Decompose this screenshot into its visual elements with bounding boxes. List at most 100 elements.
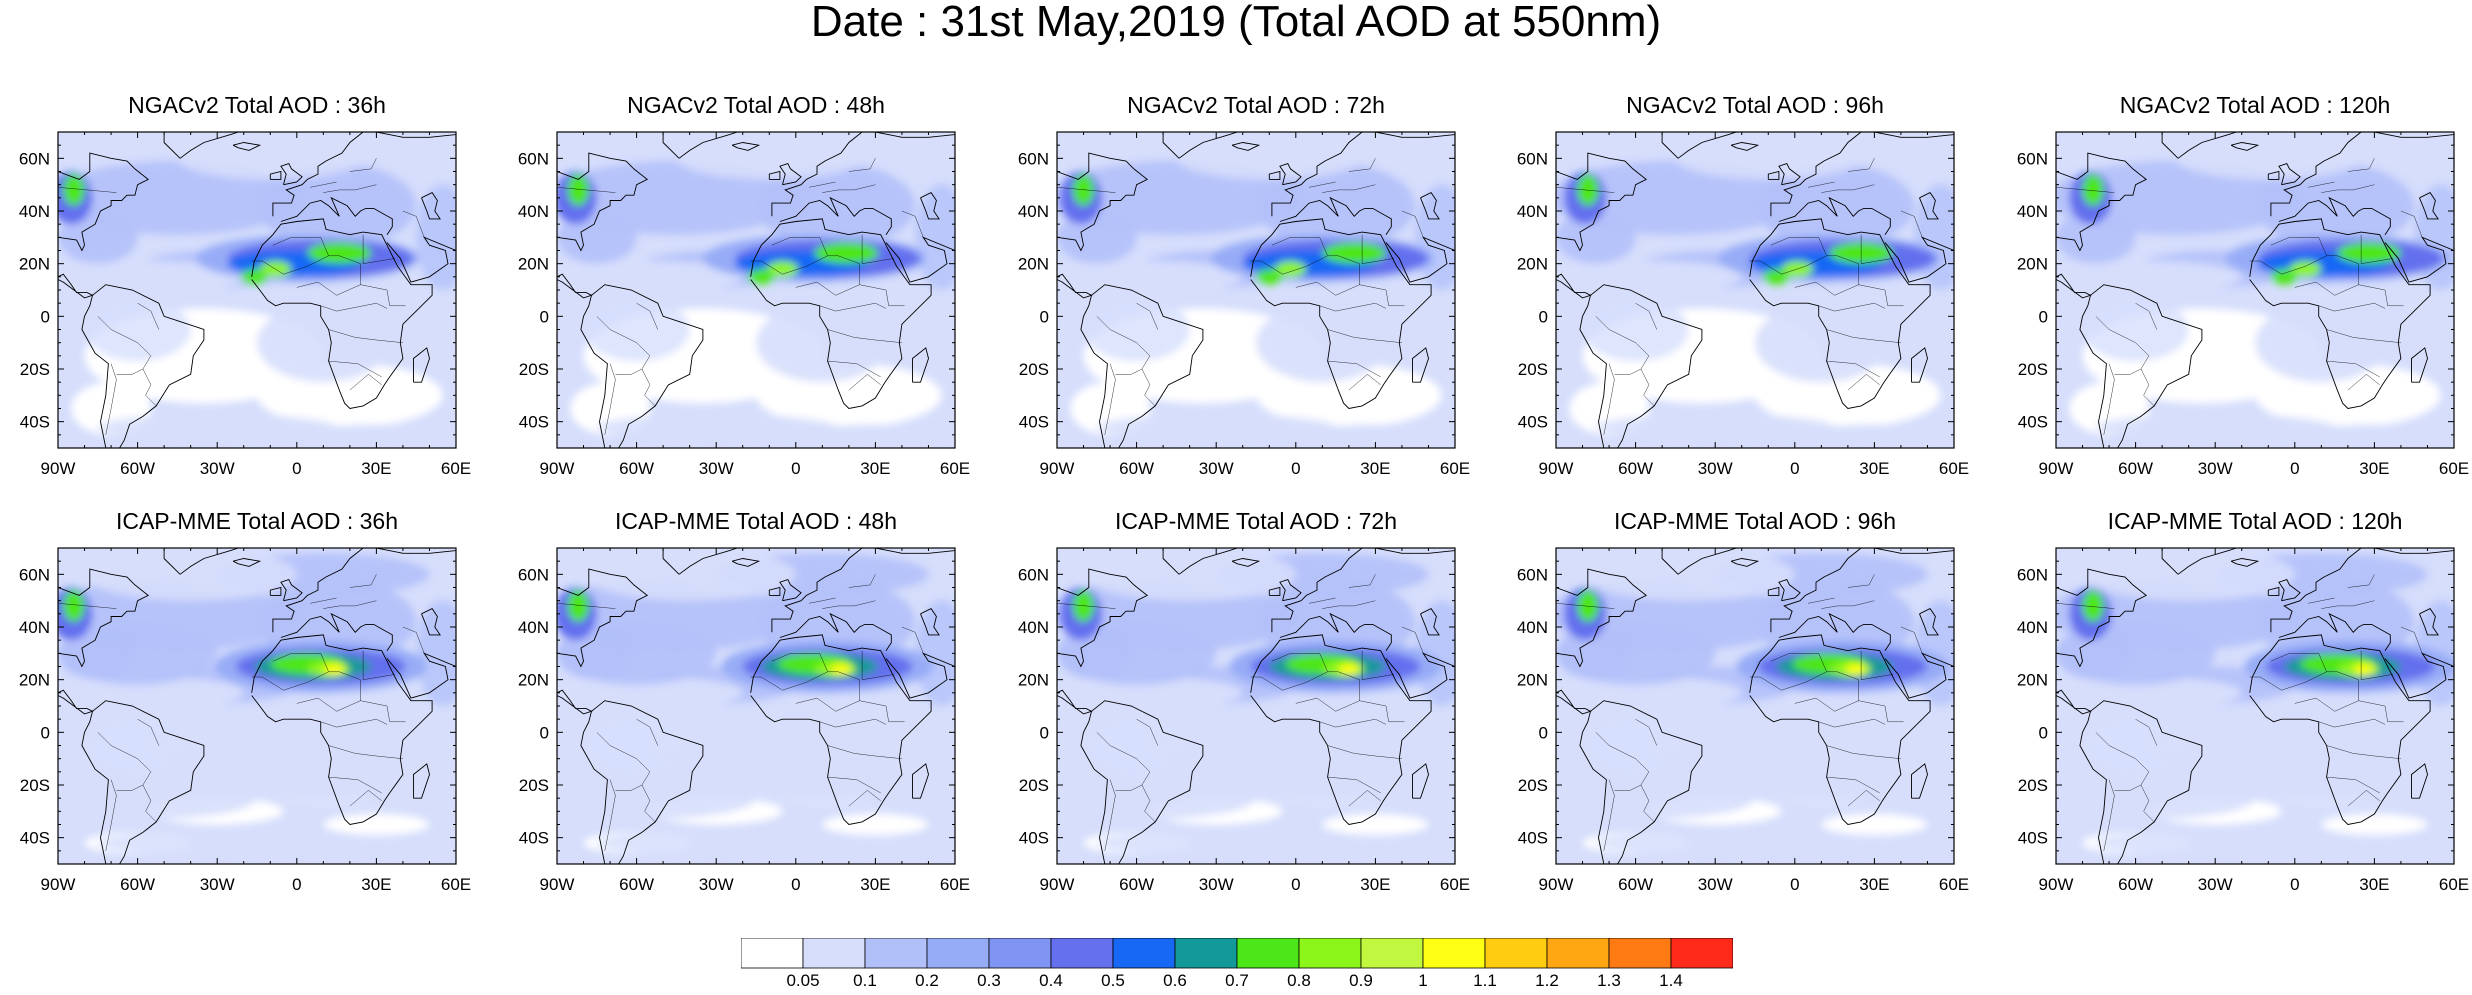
- clear-sky-region: [1322, 813, 1429, 836]
- lon-tick-label: 30W: [1199, 459, 1234, 478]
- lon-tick-label: 30E: [860, 875, 890, 894]
- coastline-iceland: [1730, 558, 1760, 567]
- aod-region: [1096, 413, 1336, 441]
- coastline-africa: [2249, 218, 2431, 409]
- coastline-iceland: [232, 142, 262, 151]
- aod-region: [58, 777, 257, 820]
- smoke-plume: [2082, 590, 2104, 622]
- lat-tick-label: 60N: [518, 149, 549, 168]
- lon-tick-label: 30E: [1360, 459, 1390, 478]
- coastline-africa: [251, 218, 433, 409]
- coastline-arabia: [386, 652, 456, 699]
- lat-tick-label: 20N: [518, 671, 549, 690]
- lat-tick-label: 40S: [519, 829, 549, 848]
- coastline-africa: [1749, 634, 1931, 825]
- country-border: [1860, 234, 1894, 264]
- coastline-caspian: [421, 608, 441, 636]
- country-border: [362, 234, 396, 264]
- aod-field: [1057, 548, 1455, 864]
- country-border: [323, 600, 377, 609]
- country-border: [2360, 650, 2394, 680]
- country-border: [1136, 302, 1159, 330]
- country-border: [362, 650, 396, 680]
- country-border: [1361, 650, 1395, 680]
- lon-tick-label: 30W: [699, 459, 734, 478]
- lat-tick-label: 40S: [20, 413, 50, 432]
- colorbar-swatch: [864, 938, 928, 969]
- coastlines: [557, 132, 955, 448]
- aod-region: [1755, 303, 1888, 383]
- lat-tick-label: 40S: [2018, 829, 2048, 848]
- coastline-southAmerica: [1080, 700, 1204, 864]
- panel-title: ICAP-MME Total AOD : 48h: [614, 508, 898, 534]
- colorbar-label: 1.2: [1535, 971, 1559, 988]
- coastline-northAmerica: [1556, 152, 1648, 252]
- dust-plume: [1274, 261, 1307, 277]
- country-border: [323, 184, 377, 193]
- axis-ticks: [57, 131, 457, 449]
- lon-tick-label: 30W: [200, 459, 235, 478]
- dust-plume: [748, 268, 775, 285]
- lat-tick-label: 60N: [1517, 565, 1548, 584]
- map-plot: 90W 60W 30W 0 30E 60E 60N 40N 20N 0 20S 40S: [1517, 131, 1969, 478]
- country-border: [636, 718, 659, 746]
- colorbar-swatch: [1608, 938, 1672, 969]
- coastline-caspian: [1420, 608, 1440, 636]
- country-border: [1309, 181, 1336, 188]
- lat-tick-label: 60N: [2017, 149, 2048, 168]
- country-border: [861, 650, 895, 680]
- country-border: [360, 700, 406, 723]
- lon-tick-label: 60E: [940, 459, 970, 478]
- country-border: [2135, 718, 2158, 746]
- country-border: [1401, 210, 1424, 238]
- figure-title: Date : 31st May,2019 (Total AOD at 550nm…: [810, 0, 1662, 46]
- coastline-europe: [2270, 132, 2454, 217]
- lat-tick-label: 40N: [2017, 618, 2048, 637]
- country-border: [1057, 603, 1116, 609]
- lon-tick-label: 60W: [1119, 459, 1154, 478]
- country-border: [2308, 181, 2335, 188]
- country-border: [1749, 671, 1859, 712]
- country-border: [809, 181, 836, 188]
- coastline-uk: [1778, 579, 1801, 602]
- lon-tick-label: 0: [1790, 459, 1799, 478]
- country-border: [848, 789, 881, 807]
- coastlines: [58, 548, 456, 864]
- country-border: [1640, 784, 1655, 823]
- coastline-arabia: [885, 236, 955, 283]
- country-border: [901, 210, 924, 238]
- lon-tick-label: 90W: [2039, 875, 2074, 894]
- colorbar-label: 0.6: [1163, 971, 1187, 988]
- lon-tick-label: 30W: [1698, 459, 1733, 478]
- aod-region: [1057, 621, 1217, 685]
- coastline-med: [779, 612, 892, 651]
- coastline-iceland: [731, 558, 761, 567]
- country-border: [320, 718, 388, 728]
- coastline-greenland: [2161, 548, 2237, 575]
- lon-tick-label: 90W: [2039, 459, 2074, 478]
- country-border: [1250, 671, 1360, 712]
- coastline-northAmerica: [1556, 568, 1648, 668]
- country-border: [1826, 360, 1880, 378]
- country-borders: [1057, 158, 1424, 435]
- aod-region: [1794, 840, 1954, 862]
- dust-plume: [259, 261, 292, 277]
- coastline-uk: [779, 579, 802, 602]
- country-border: [641, 368, 656, 407]
- lat-tick-label: 40N: [518, 618, 549, 637]
- country-border: [1401, 626, 1424, 654]
- aod-region: [676, 137, 863, 180]
- colorbar-swatch: [1298, 938, 1362, 969]
- aod-region: [2056, 261, 2242, 293]
- country-border: [2135, 302, 2158, 330]
- colorbar-label: 0.5: [1101, 971, 1125, 988]
- coastline-arabia: [2384, 652, 2454, 699]
- smoke-plume: [63, 590, 85, 622]
- map-plot: 90W 60W 30W 0 30E 60E 60N 40N 20N 0 20S 40S: [1517, 547, 1969, 894]
- panel-title: ICAP-MME Total AOD : 96h: [1613, 508, 1897, 534]
- coastlines: [2056, 548, 2454, 864]
- country-border: [1847, 789, 1880, 807]
- country-border: [2056, 187, 2115, 193]
- coastline-caspian: [1919, 192, 1939, 220]
- coastline-arabia: [2384, 236, 2454, 283]
